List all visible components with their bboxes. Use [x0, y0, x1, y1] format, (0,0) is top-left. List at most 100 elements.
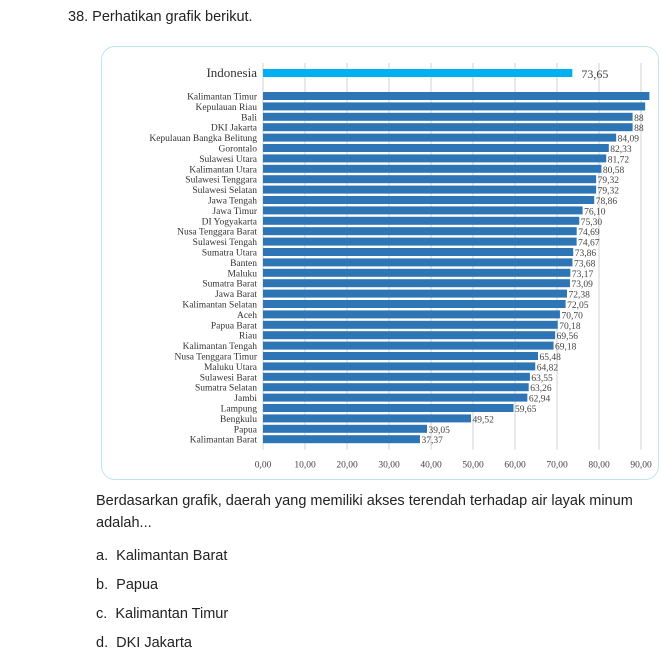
category-label: Bengkulu	[220, 415, 257, 425]
bar	[263, 320, 558, 329]
question-prompt-cont: adalah...	[96, 515, 152, 531]
bar	[263, 414, 471, 423]
question-prompt: Berdasarkan grafik, daerah yang memiliki…	[96, 493, 633, 509]
x-tick-label: 80,00	[588, 461, 610, 471]
bar	[263, 404, 514, 412]
value-label: 72,05	[567, 301, 589, 311]
x-tick-label: 30,00	[378, 461, 400, 471]
option-text: Kalimantan Timur	[115, 606, 229, 622]
category-label: Maluku Utara	[204, 363, 258, 373]
value-label: 88	[634, 124, 644, 134]
category-label: Kalimantan Timur	[187, 93, 258, 103]
bar	[263, 331, 556, 340]
x-tick-label: 70,00	[546, 461, 568, 471]
value-label: 63,55	[531, 374, 553, 384]
option-c[interactable]: c. Kalimantan Timur	[96, 606, 228, 623]
category-label: Nusa Tenggara Timur	[174, 353, 257, 363]
value-label: 73,65	[581, 67, 608, 81]
question-title: 38. Perhatikan grafik berikut.	[68, 9, 253, 25]
x-tick-label: 60,00	[504, 461, 526, 471]
bar	[263, 206, 583, 215]
x-tick-label: 90,00	[630, 461, 652, 471]
value-label: 84,09	[618, 135, 640, 145]
value-label: 64,82	[537, 363, 559, 373]
category-label: Riau	[239, 332, 257, 342]
category-label: Indonesia	[206, 65, 257, 80]
bar	[263, 185, 597, 194]
bar	[263, 310, 560, 319]
bar	[263, 144, 609, 152]
value-label: 73,17	[572, 270, 594, 280]
value-label: 69,56	[557, 332, 579, 342]
bar	[263, 393, 528, 402]
value-label: 75,30	[581, 218, 603, 228]
value-label: 88	[634, 114, 644, 124]
bar	[263, 258, 573, 267]
bar	[263, 268, 571, 277]
bar	[263, 435, 420, 444]
category-label: Maluku	[227, 269, 257, 279]
value-label: 70,70	[561, 311, 583, 321]
option-d[interactable]: d. DKI Jakarta	[96, 635, 192, 652]
option-letter: d.	[96, 635, 109, 651]
value-label: 59,65	[515, 405, 537, 415]
option-text: DKI Jakarta	[116, 635, 192, 651]
x-tick-label: 0,00	[255, 461, 272, 471]
category-label: Sulawesi Barat	[200, 373, 258, 383]
value-label: 73,09	[571, 280, 593, 290]
bar	[263, 102, 646, 111]
bar	[263, 372, 530, 381]
option-b[interactable]: b. Papua	[96, 577, 158, 594]
category-label: Bali	[241, 113, 257, 123]
category-label: Gorontalo	[218, 145, 257, 155]
category-label: Kalimantan Selatan	[182, 301, 257, 311]
category-label: DKI Jakarta	[211, 124, 258, 134]
option-a[interactable]: a. Kalimantan Barat	[96, 548, 227, 565]
category-label: Kalimantan Barat	[190, 436, 258, 446]
category-label: Papua	[234, 425, 258, 435]
category-label: Jambi	[234, 394, 257, 404]
bar	[263, 133, 617, 142]
bar	[263, 154, 607, 163]
category-label: Jawa Barat	[215, 290, 257, 300]
x-tick-label: 10,00	[294, 461, 316, 471]
value-label: 74,67	[578, 239, 600, 249]
value-label: 74,69	[578, 228, 600, 238]
bar	[263, 237, 577, 246]
bar	[263, 383, 529, 392]
value-label: 63,26	[530, 384, 552, 394]
category-label: Sumatra Selatan	[195, 384, 257, 394]
bar	[263, 424, 428, 433]
category-label: Kalimantan Utara	[189, 165, 258, 175]
bar	[263, 196, 595, 204]
category-label: Sumatra Utara	[202, 249, 258, 259]
value-label: 62,94	[529, 395, 551, 405]
value-label: 73,68	[574, 259, 596, 269]
value-label: 39,05	[429, 426, 451, 436]
category-label: Sulawesi Tenggara	[185, 176, 257, 186]
category-label: Sulawesi Tengah	[193, 238, 258, 248]
category-label: DI Yogyakarta	[202, 217, 258, 227]
category-label: Jawa Timur	[212, 207, 257, 217]
bar	[263, 352, 539, 360]
value-label: 82,33	[610, 145, 632, 155]
option-text: Kalimantan Barat	[116, 548, 228, 564]
bar	[263, 227, 577, 236]
value-label: 81,72	[608, 155, 630, 165]
question-prompt-block: Berdasarkan grafik, daerah yang memiliki…	[96, 490, 656, 534]
category-label: Banten	[230, 259, 257, 269]
category-label: Nusa Tenggara Barat	[177, 228, 257, 238]
value-label: 73,86	[575, 249, 597, 259]
bar	[263, 112, 633, 121]
option-text: Papua	[116, 577, 159, 593]
bar-chart: 0,00 10,00 20,00 30,00 40,00 50,00 60,00 70,00 8…	[149, 63, 652, 471]
bar	[263, 300, 566, 308]
bar	[263, 175, 597, 184]
bar	[263, 164, 602, 173]
bar-indonesia	[263, 69, 573, 77]
category-label: Sulawesi Utara	[199, 155, 258, 165]
bar	[263, 216, 580, 225]
bar	[263, 92, 650, 100]
category-label: Aceh	[237, 311, 257, 321]
category-label: Sumatra Barat	[202, 280, 257, 290]
